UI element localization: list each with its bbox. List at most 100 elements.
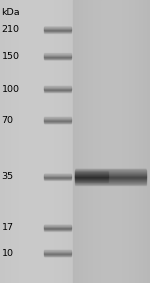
Bar (36, 0, 38, 283)
Bar (44, 31, 71, 32)
Bar (26, 0, 28, 283)
Bar (75, 181, 146, 182)
Text: 17: 17 (2, 223, 14, 232)
Bar (75, 172, 108, 173)
Bar (121, 0, 123, 283)
Bar (44, 253, 71, 254)
Bar (79, 0, 80, 283)
Bar (87, 0, 89, 283)
Bar (5, 0, 7, 283)
Bar (129, 0, 130, 283)
Bar (75, 175, 108, 176)
Bar (116, 0, 118, 283)
Bar (94, 0, 95, 283)
Text: 10: 10 (2, 249, 14, 258)
Bar (128, 0, 129, 283)
Bar (20, 0, 22, 283)
Text: 150: 150 (2, 52, 20, 61)
Bar (16, 0, 18, 283)
Bar (44, 86, 71, 87)
Bar (132, 0, 134, 283)
Bar (60, 0, 61, 283)
Bar (144, 0, 145, 283)
Bar (44, 254, 71, 255)
Bar (75, 169, 146, 170)
Bar (52, 0, 54, 283)
Bar (14, 0, 15, 283)
Bar (29, 0, 30, 283)
Bar (117, 0, 119, 283)
Bar (56, 0, 58, 283)
Bar (19, 0, 20, 283)
Bar (130, 0, 132, 283)
Bar (75, 170, 146, 171)
Bar (75, 178, 108, 179)
Bar (82, 0, 84, 283)
Bar (44, 255, 71, 256)
Bar (75, 182, 146, 183)
Bar (69, 0, 70, 283)
Bar (75, 176, 108, 177)
Bar (85, 0, 87, 283)
Bar (57, 0, 59, 283)
Bar (48, 0, 49, 283)
Bar (119, 0, 120, 283)
Bar (108, 0, 109, 283)
Bar (101, 0, 103, 283)
Bar (66, 0, 68, 283)
Bar (75, 179, 146, 180)
Bar (147, 0, 149, 283)
Bar (141, 0, 143, 283)
Bar (120, 0, 122, 283)
Bar (64, 0, 65, 283)
Bar (90, 0, 92, 283)
Bar (109, 0, 110, 283)
Bar (31, 0, 33, 283)
Bar (44, 177, 71, 178)
Bar (75, 174, 146, 175)
Bar (11, 0, 13, 283)
Bar (105, 0, 106, 283)
Bar (75, 173, 146, 174)
Bar (44, 179, 71, 180)
Bar (72, 0, 74, 283)
Bar (44, 88, 71, 89)
Bar (8, 0, 9, 283)
Bar (6, 0, 8, 283)
Bar (54, 0, 55, 283)
Bar (75, 173, 108, 174)
Bar (44, 87, 71, 88)
Bar (115, 0, 117, 283)
Bar (44, 227, 71, 228)
Text: 70: 70 (2, 116, 14, 125)
Bar (44, 251, 71, 252)
Bar (9, 0, 10, 283)
Bar (1, 0, 3, 283)
Bar (44, 226, 71, 227)
Bar (135, 0, 136, 283)
Bar (75, 177, 146, 178)
Bar (50, 0, 52, 283)
Bar (24, 0, 25, 283)
Bar (124, 0, 125, 283)
Bar (86, 0, 88, 283)
Bar (44, 55, 71, 56)
Bar (96, 0, 98, 283)
Bar (138, 0, 139, 283)
Bar (42, 0, 44, 283)
Bar (59, 0, 60, 283)
Bar (10, 0, 12, 283)
Bar (44, 27, 71, 28)
Bar (44, 229, 71, 230)
Bar (75, 184, 146, 185)
Bar (75, 179, 108, 180)
Bar (125, 0, 127, 283)
Bar (75, 171, 146, 172)
Bar (95, 0, 97, 283)
Bar (123, 0, 124, 283)
Bar (70, 0, 72, 283)
Bar (71, 0, 73, 283)
Bar (39, 0, 40, 283)
Bar (139, 0, 140, 283)
Bar (49, 0, 50, 283)
